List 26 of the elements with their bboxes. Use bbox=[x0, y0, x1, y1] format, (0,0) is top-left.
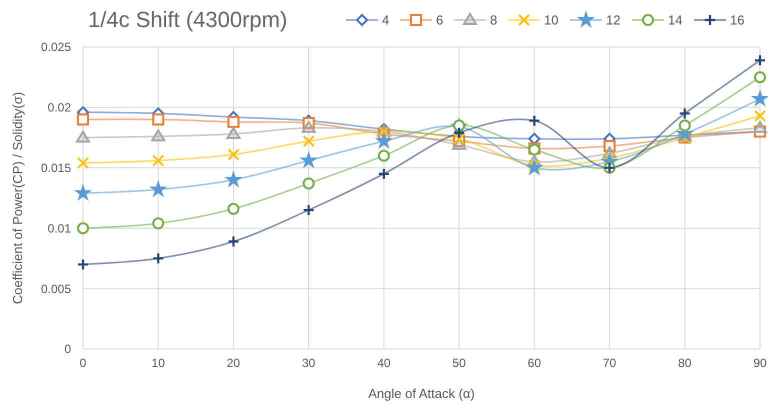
legend-label: 8 bbox=[490, 12, 498, 28]
chart-title: 1/4c Shift (4300rpm) bbox=[88, 7, 288, 32]
x-tick-label: 0 bbox=[80, 356, 87, 370]
y-tick-label: 0 bbox=[64, 342, 72, 356]
legend-label: 10 bbox=[544, 12, 558, 28]
y-axis-title: Coefficient of Power(CP) / Solidity(σ) bbox=[10, 92, 25, 304]
y-tick-label: 0.025 bbox=[40, 40, 72, 54]
legend-label: 4 bbox=[382, 12, 390, 28]
x-tick-label: 70 bbox=[602, 356, 617, 370]
y-tick-label: 0.02 bbox=[48, 100, 72, 115]
x-tick-label: 30 bbox=[302, 356, 316, 370]
x-tick-label: 90 bbox=[753, 356, 767, 370]
y-tick-label: 0.01 bbox=[48, 221, 72, 236]
legend-label: 6 bbox=[436, 12, 444, 28]
y-tick-label: 0.015 bbox=[40, 161, 72, 175]
x-tick-label: 10 bbox=[152, 356, 166, 370]
x-tick-label: 40 bbox=[377, 356, 391, 370]
x-tick-label: 60 bbox=[528, 356, 542, 370]
legend-label: 12 bbox=[606, 12, 620, 28]
x-tick-label: 80 bbox=[678, 356, 692, 370]
x-tick-label: 20 bbox=[226, 356, 240, 370]
legend-label: 16 bbox=[730, 12, 744, 28]
y-tick-label: 0.005 bbox=[40, 282, 72, 296]
x-tick-label: 50 bbox=[452, 356, 466, 370]
x-axis-title: Angle of Attack (α) bbox=[368, 386, 475, 401]
legend-label: 14 bbox=[668, 12, 682, 28]
